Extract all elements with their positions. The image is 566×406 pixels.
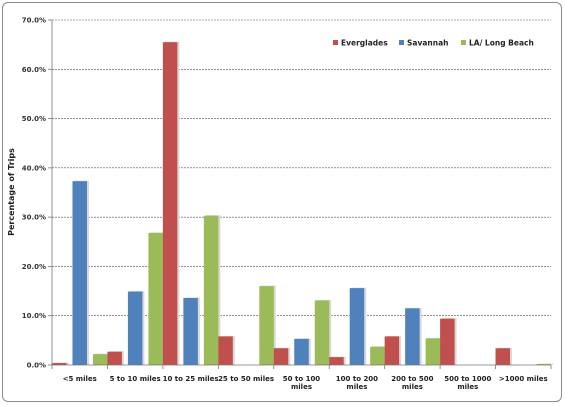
- bar: [218, 336, 233, 365]
- x-tick-labels: <5 miles 5 to 10 miles 10 to 25 miles 25 to…: [63, 375, 548, 391]
- axes: [48, 19, 552, 369]
- legend-swatch: [333, 40, 338, 45]
- bar: [384, 336, 400, 365]
- bar: [92, 354, 108, 365]
- x-tick-label: 10 to 25 miles: [163, 375, 219, 383]
- legend-label: Savannah: [407, 39, 449, 48]
- y-tick-labels: 0.0% 10.0% 20.0% 30.0% 40.0% 50.0% 60.0% 70.0%: [22, 17, 46, 370]
- bar: [405, 308, 420, 365]
- x-tick-label: miles: [346, 383, 367, 391]
- legend-label: Everglades: [341, 39, 388, 48]
- legend-swatch: [461, 40, 466, 45]
- y-tick-label: 30.0%: [22, 214, 46, 222]
- x-tick-label: miles: [457, 383, 478, 391]
- bar: [259, 286, 274, 365]
- bar: [127, 291, 143, 365]
- legend: Everglades Savannah LA/ Long Beach: [333, 39, 534, 48]
- y-tick-label: 40.0%: [22, 164, 46, 172]
- bar: [349, 288, 365, 365]
- bar: [329, 357, 344, 365]
- bar: [294, 338, 309, 365]
- bar: [203, 215, 219, 365]
- chart-frame: [2, 2, 562, 402]
- bar: [51, 363, 67, 365]
- y-tick-label: 50.0%: [22, 115, 46, 123]
- x-tick-label: >1000 miles: [499, 375, 548, 383]
- bar: [148, 232, 163, 365]
- x-tick-label: miles: [291, 383, 312, 391]
- y-axis-label: Percentage of Trips: [7, 148, 16, 236]
- y-tick-label: 10.0%: [22, 312, 46, 320]
- gridlines: [52, 19, 551, 317]
- y-tick-label: 0.0%: [27, 362, 46, 370]
- x-tick-label: 100 to 200: [336, 375, 378, 383]
- bar: [107, 351, 122, 365]
- x-tick-label: 25 to 50 miles: [218, 375, 274, 383]
- bar: [536, 364, 552, 365]
- bar: [162, 42, 178, 366]
- bar: [72, 181, 87, 365]
- x-tick-label: 500 to 1000: [444, 375, 491, 383]
- x-tick-label: miles: [402, 383, 423, 391]
- y-tick-label: 20.0%: [22, 263, 46, 271]
- bar: [314, 300, 330, 365]
- legend-swatch: [399, 40, 404, 45]
- bar: [425, 338, 441, 365]
- y-tick-label: 60.0%: [22, 66, 46, 74]
- x-tick-label: 200 to 500: [391, 375, 433, 383]
- bar: [183, 297, 198, 365]
- bar: [440, 318, 455, 365]
- bar: [273, 348, 289, 365]
- y-tick-label: 70.0%: [22, 17, 46, 25]
- legend-label: LA/ Long Beach: [469, 39, 534, 48]
- x-tick-label: 5 to 10 miles: [110, 375, 161, 383]
- bars: [51, 41, 554, 366]
- bar: [370, 346, 385, 365]
- bar: [495, 348, 511, 365]
- x-tick-label: <5 miles: [63, 375, 97, 383]
- x-tick-label: 50 to 100: [283, 375, 321, 383]
